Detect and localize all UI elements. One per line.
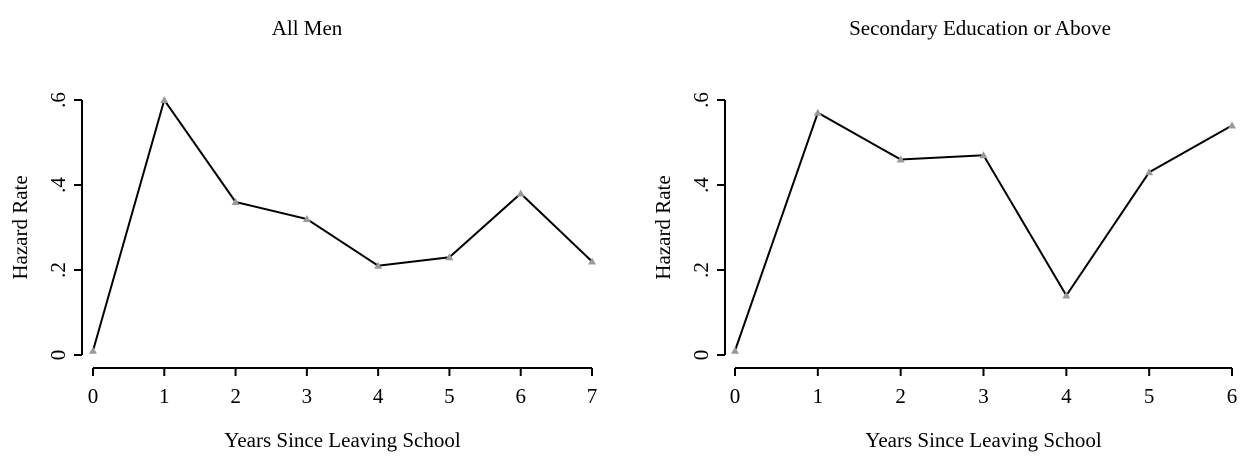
line bbox=[734, 111, 1233, 352]
x-axis-label: Years Since Leaving School bbox=[865, 428, 1102, 452]
y-tick-label: .4 bbox=[46, 177, 70, 193]
marker bbox=[1062, 291, 1071, 299]
marker bbox=[89, 346, 97, 354]
y-tick-label: .2 bbox=[689, 262, 713, 278]
y-axis-label: Hazard Rate bbox=[651, 175, 675, 279]
x-tick-label: 3 bbox=[302, 384, 313, 408]
x-tick-label: 2 bbox=[895, 384, 906, 408]
x-tick-label: 4 bbox=[1061, 384, 1072, 408]
x-tick-label: 1 bbox=[159, 384, 170, 408]
x-axis-label: Years Since Leaving School bbox=[224, 428, 461, 452]
x-tick-label: 6 bbox=[1227, 384, 1238, 408]
x-tick-label: 2 bbox=[230, 384, 241, 408]
x-tick-label: 6 bbox=[515, 384, 526, 408]
y-tick-label: .2 bbox=[46, 262, 70, 278]
marker bbox=[374, 261, 383, 269]
y-tick-label: .6 bbox=[46, 92, 70, 108]
line bbox=[92, 97, 593, 352]
x-tick-label: 0 bbox=[88, 384, 99, 408]
marker bbox=[160, 96, 169, 103]
marker bbox=[896, 155, 905, 163]
y-tick-label: .6 bbox=[689, 92, 713, 108]
marker bbox=[516, 189, 525, 197]
marker bbox=[302, 215, 311, 222]
x-tick-label: 0 bbox=[730, 384, 741, 408]
x-tick-label: 1 bbox=[813, 384, 824, 408]
marker bbox=[1228, 121, 1236, 129]
y-tick-label: .4 bbox=[689, 177, 713, 193]
marker bbox=[731, 346, 739, 354]
marker bbox=[588, 257, 596, 265]
marker bbox=[445, 253, 454, 261]
marker bbox=[979, 151, 988, 159]
x-tick-label: 7 bbox=[587, 384, 598, 408]
x-tick-label: 5 bbox=[1144, 384, 1155, 408]
y-tick-label: 0 bbox=[689, 350, 713, 361]
marker bbox=[1145, 168, 1154, 176]
x-tick-label: 3 bbox=[978, 384, 989, 408]
marker bbox=[813, 108, 822, 116]
y-tick-label: 0 bbox=[46, 350, 70, 361]
x-tick-label: 5 bbox=[444, 384, 455, 408]
x-tick-label: 4 bbox=[373, 384, 384, 408]
chart-title: Secondary Education or Above bbox=[849, 16, 1111, 40]
y-axis-label: Hazard Rate bbox=[8, 175, 32, 279]
marker bbox=[231, 198, 240, 205]
chart-title: All Men bbox=[272, 16, 343, 40]
